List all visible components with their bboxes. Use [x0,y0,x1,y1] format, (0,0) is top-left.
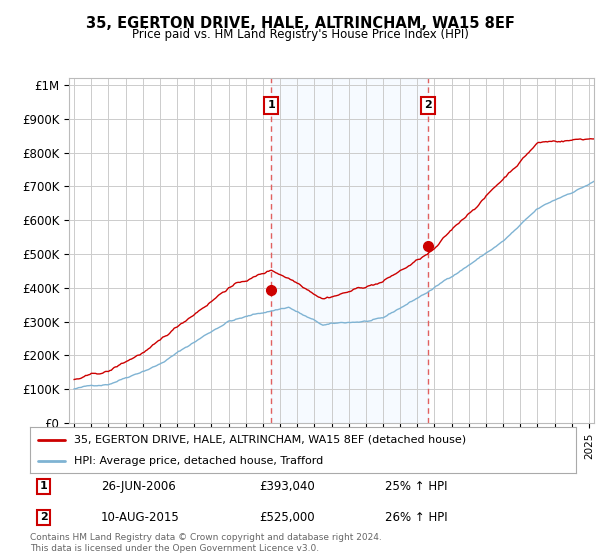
Text: 10-AUG-2015: 10-AUG-2015 [101,511,180,524]
Text: £525,000: £525,000 [259,511,315,524]
Text: £393,040: £393,040 [259,480,315,493]
Text: 2: 2 [40,512,47,522]
Text: 2: 2 [424,100,431,110]
Text: 25% ↑ HPI: 25% ↑ HPI [385,480,448,493]
Text: 26% ↑ HPI: 26% ↑ HPI [385,511,448,524]
Bar [271,78,428,423]
Text: 1: 1 [40,482,47,491]
Text: 26-JUN-2006: 26-JUN-2006 [101,480,176,493]
Text: 35, EGERTON DRIVE, HALE, ALTRINCHAM, WA15 8EF: 35, EGERTON DRIVE, HALE, ALTRINCHAM, WA1… [86,16,514,31]
Text: Contains HM Land Registry data © Crown copyright and database right 2024.
This d: Contains HM Land Registry data © Crown c… [30,533,382,553]
Text: HPI: Average price, detached house, Trafford: HPI: Average price, detached house, Traf… [74,456,323,466]
Text: 1: 1 [268,100,275,110]
Text: Price paid vs. HM Land Registry's House Price Index (HPI): Price paid vs. HM Land Registry's House … [131,28,469,41]
Text: 35, EGERTON DRIVE, HALE, ALTRINCHAM, WA15 8EF (detached house): 35, EGERTON DRIVE, HALE, ALTRINCHAM, WA1… [74,435,466,445]
